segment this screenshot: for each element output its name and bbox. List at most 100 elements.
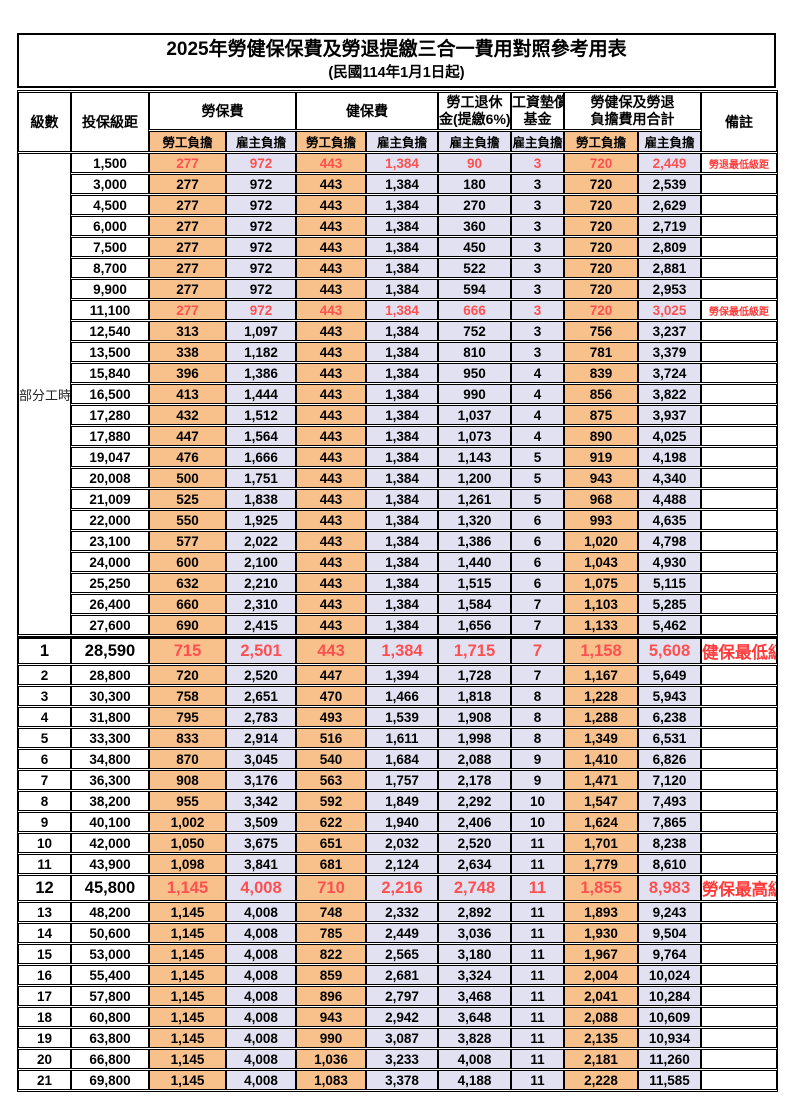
- cell-total-employee: 720: [564, 153, 638, 173]
- cell-level: 7: [18, 770, 71, 790]
- cell-health-employee: 443: [296, 615, 366, 635]
- cell-total-employer: 10,284: [638, 986, 701, 1006]
- cell-health-employee: 443: [296, 258, 366, 278]
- table-row: 13 48,200 1,145 4,008 748 2,332 2,892 11 1,893 9,…: [18, 902, 777, 922]
- cell-note: 勞保最低級距: [701, 300, 777, 320]
- cell-labor-employee: 870: [149, 749, 226, 769]
- cell-pension-employer: 3,648: [438, 1007, 511, 1027]
- cell-level: 21: [18, 1070, 71, 1090]
- table-row: 16,500 413 1,444 443 1,384 990 4 856 3,822: [18, 384, 777, 404]
- cell-fund-employer: 5: [511, 489, 564, 509]
- cell-labor-employer: 2,914: [226, 728, 296, 748]
- cell-labor-employee: 277: [149, 195, 226, 215]
- cell-fund-employer: 11: [511, 944, 564, 964]
- cell-bracket: 48,200: [71, 902, 149, 922]
- table-row: 17 57,800 1,145 4,008 896 2,797 3,468 11 2,041 10…: [18, 986, 777, 1006]
- subheader-total-employee: 勞工負擔: [564, 131, 638, 152]
- cell-fund-employer: 8: [511, 728, 564, 748]
- cell-labor-employer: 972: [226, 237, 296, 257]
- cell-pension-employer: 180: [438, 174, 511, 194]
- cell-note: [701, 468, 777, 488]
- cell-health-employee: 443: [296, 447, 366, 467]
- cell-total-employee: 1,930: [564, 923, 638, 943]
- cell-level: 16: [18, 965, 71, 985]
- cell-total-employee: 968: [564, 489, 638, 509]
- cell-health-employer: 1,757: [366, 770, 438, 790]
- cell-bracket: 20,008: [71, 468, 149, 488]
- table-row: 21 69,800 1,145 4,008 1,083 3,378 4,188 11 2,228…: [18, 1070, 777, 1090]
- table-row: 20,008 500 1,751 443 1,384 1,200 5 943 4,340: [18, 468, 777, 488]
- cell-bracket: 28,800: [71, 665, 149, 685]
- cell-fund-employer: 7: [511, 615, 564, 635]
- cell-labor-employee: 476: [149, 447, 226, 467]
- cell-labor-employee: 432: [149, 405, 226, 425]
- cell-pension-employer: 1,728: [438, 665, 511, 685]
- cell-labor-employee: 715: [149, 636, 226, 664]
- cell-total-employee: 1,471: [564, 770, 638, 790]
- cell-fund-employer: 5: [511, 447, 564, 467]
- cell-health-employer: 1,384: [366, 258, 438, 278]
- cell-fund-employer: 3: [511, 279, 564, 299]
- cell-fund-employer: 11: [511, 902, 564, 922]
- table-row: 9 40,100 1,002 3,509 622 1,940 2,406 10 1,624 7,8…: [18, 812, 777, 832]
- cell-labor-employee: 277: [149, 279, 226, 299]
- cell-bracket: 66,800: [71, 1049, 149, 1069]
- cell-note: [701, 986, 777, 1006]
- cell-total-employee: 720: [564, 300, 638, 320]
- cell-total-employee: 919: [564, 447, 638, 467]
- cell-total-employer: 3,237: [638, 321, 701, 341]
- cell-total-employer: 2,953: [638, 279, 701, 299]
- cell-level: 10: [18, 833, 71, 853]
- cell-level: 8: [18, 791, 71, 811]
- cell-pension-employer: 360: [438, 216, 511, 236]
- cell-fund-employer: 11: [511, 875, 564, 901]
- cell-total-employee: 2,181: [564, 1049, 638, 1069]
- premium-table: 級數 投保級距 勞保費 健保費 勞工退休 金(提繳6%) 工資墊償 基金 勞健保及勞…: [17, 90, 778, 1092]
- cell-bracket: 60,800: [71, 1007, 149, 1027]
- cell-total-employee: 720: [564, 258, 638, 278]
- cell-total-employee: 1,103: [564, 594, 638, 614]
- cell-note: 勞保最高級距: [701, 875, 777, 901]
- cell-health-employer: 1,384: [366, 426, 438, 446]
- cell-fund-employer: 11: [511, 1049, 564, 1069]
- cell-bracket: 57,800: [71, 986, 149, 1006]
- cell-health-employer: 1,384: [366, 573, 438, 593]
- cell-note: [701, 1070, 777, 1090]
- cell-bracket: 24,000: [71, 552, 149, 572]
- cell-bracket: 31,800: [71, 707, 149, 727]
- cell-total-employer: 5,115: [638, 573, 701, 593]
- cell-labor-employee: 758: [149, 686, 226, 706]
- table-row: 15,840 396 1,386 443 1,384 950 4 839 3,724: [18, 363, 777, 383]
- cell-labor-employee: 1,145: [149, 902, 226, 922]
- table-row: 25,250 632 2,210 443 1,384 1,515 6 1,075 5,115: [18, 573, 777, 593]
- cell-total-employee: 2,088: [564, 1007, 638, 1027]
- cell-total-employee: 2,004: [564, 965, 638, 985]
- cell-health-employee: 516: [296, 728, 366, 748]
- table-row: 部分工時 1,500 277 972 443 1,384 90 3 720 2,449 勞退最低級距: [18, 153, 777, 635]
- cell-total-employee: 1,043: [564, 552, 638, 572]
- cell-labor-employee: 277: [149, 174, 226, 194]
- table-row: 24,000 600 2,100 443 1,384 1,440 6 1,043 4,930: [18, 552, 777, 572]
- cell-labor-employee: 908: [149, 770, 226, 790]
- cell-note: 健保最低級距: [701, 636, 777, 664]
- cell-level: 12: [18, 875, 71, 901]
- header-wage-fund: 工資墊償 基金: [511, 92, 564, 130]
- cell-total-employer: 6,238: [638, 707, 701, 727]
- cell-note: [701, 279, 777, 299]
- table-row: 12,540 313 1,097 443 1,384 752 3 756 3,237: [18, 321, 777, 341]
- cell-fund-employer: 4: [511, 426, 564, 446]
- cell-health-employer: 2,942: [366, 1007, 438, 1027]
- cell-pension-employer: 752: [438, 321, 511, 341]
- header-bracket: 投保級距: [71, 92, 149, 152]
- table-row: 17,280 432 1,512 443 1,384 1,037 4 875 3,937: [18, 405, 777, 425]
- table-row: 15 53,000 1,145 4,008 822 2,565 3,180 11 1,967 9,…: [18, 944, 777, 964]
- cell-total-employee: 1,167: [564, 665, 638, 685]
- table-row: 4 31,800 795 2,783 493 1,539 1,908 8 1,288 6,238: [18, 707, 777, 727]
- cell-total-employee: 1,075: [564, 573, 638, 593]
- cell-note: [701, 510, 777, 530]
- cell-note: [701, 686, 777, 706]
- cell-fund-employer: 6: [511, 573, 564, 593]
- cell-health-employer: 1,384: [366, 447, 438, 467]
- cell-health-employee: 1,036: [296, 1049, 366, 1069]
- cell-total-employer: 2,809: [638, 237, 701, 257]
